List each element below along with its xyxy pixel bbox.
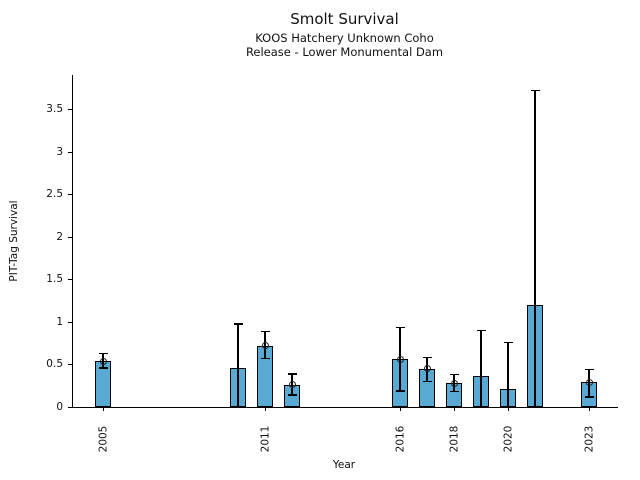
error-cap-low bbox=[422, 380, 432, 383]
x-tick-label: 2018 bbox=[446, 416, 462, 462]
error-bar-2019 bbox=[480, 330, 482, 407]
y-tick-label: 2.5 bbox=[46, 188, 63, 201]
x-axis-tick bbox=[588, 407, 590, 411]
x-tick-label: 2011 bbox=[257, 416, 273, 462]
error-bar-2021 bbox=[534, 90, 536, 407]
chart-title: Smolt Survival bbox=[290, 10, 399, 28]
point-marker-2017 bbox=[423, 365, 431, 373]
x-axis-label: Year bbox=[332, 459, 356, 471]
x-tick-label-text: 2023 bbox=[583, 425, 596, 453]
y-axis-tick bbox=[68, 151, 73, 153]
title-block: Smolt Survival KOOS Hatchery Unknown Coh… bbox=[72, 10, 617, 60]
y-axis-tick bbox=[68, 279, 73, 281]
x-axis-tick bbox=[507, 407, 509, 411]
y-tick-label: 1.5 bbox=[46, 273, 63, 286]
error-cap-high bbox=[449, 374, 459, 376]
error-cap-low bbox=[449, 391, 459, 393]
point-marker-2023 bbox=[585, 378, 593, 386]
error-cap-low bbox=[260, 357, 270, 360]
y-axis-tick bbox=[68, 364, 73, 366]
x-tick-label-text: 2016 bbox=[394, 425, 407, 453]
x-tick-label: 2005 bbox=[95, 416, 111, 462]
point-marker-2018 bbox=[450, 379, 458, 387]
error-cap-low bbox=[98, 367, 108, 369]
x-tick-label-text: 2011 bbox=[259, 425, 272, 453]
error-cap-low bbox=[395, 390, 405, 392]
x-tick-label-text: 2005 bbox=[97, 425, 110, 453]
y-tick-label: 0 bbox=[56, 400, 63, 413]
error-cap-high bbox=[98, 352, 108, 355]
error-bar-2020 bbox=[507, 342, 509, 407]
point-marker-2016 bbox=[396, 355, 404, 363]
y-axis-tick bbox=[68, 236, 73, 238]
error-cap-high bbox=[503, 341, 513, 344]
x-tick-label-text: 2020 bbox=[502, 425, 515, 453]
y-tick-label: 3 bbox=[56, 145, 63, 158]
y-tick-label: 1 bbox=[56, 315, 63, 328]
y-tick-label: 3.5 bbox=[46, 103, 63, 116]
error-cap-high bbox=[395, 326, 405, 328]
error-cap-high bbox=[476, 329, 486, 332]
error-cap-high bbox=[287, 373, 297, 375]
plot-area: 0 0.5 1 1.5 2 2.5 3 3.5 2005 2011 2016 2018 2020 2023 bbox=[46, 75, 618, 452]
y-axis-tick bbox=[68, 194, 73, 196]
error-cap-high bbox=[233, 323, 243, 325]
chart-subtitle-line1: KOOS Hatchery Unknown Coho bbox=[255, 30, 434, 45]
point-marker-2012 bbox=[288, 381, 296, 389]
error-cap-low bbox=[584, 396, 594, 398]
error-bar-2010 bbox=[237, 323, 239, 407]
y-axis-tick bbox=[68, 406, 73, 408]
error-cap-high bbox=[422, 357, 432, 359]
x-axis-tick bbox=[264, 407, 266, 411]
y-tick-label: 0.5 bbox=[46, 358, 63, 371]
error-cap-low bbox=[287, 394, 297, 396]
x-axis-tick bbox=[102, 407, 104, 411]
point-marker-2005 bbox=[99, 357, 107, 365]
y-axis-label: PIT-Tag Survival bbox=[8, 200, 20, 282]
y-axis-tick bbox=[68, 109, 73, 111]
x-axis-tick bbox=[399, 407, 401, 411]
x-tick-label-text: 2018 bbox=[448, 425, 461, 453]
point-marker-2011 bbox=[261, 342, 269, 350]
y-tick-label: 2 bbox=[56, 230, 63, 243]
y-axis-tick bbox=[68, 321, 73, 323]
error-cap-high bbox=[260, 330, 270, 333]
chart-subtitle-line2: Release - Lower Monumental Dam bbox=[245, 45, 444, 60]
x-tick-label: 2016 bbox=[392, 416, 408, 462]
x-tick-label: 2023 bbox=[581, 416, 597, 462]
error-cap-high bbox=[584, 368, 594, 371]
error-cap-high bbox=[530, 89, 540, 92]
x-tick-label: 2020 bbox=[500, 416, 516, 462]
x-axis-tick bbox=[453, 407, 455, 411]
